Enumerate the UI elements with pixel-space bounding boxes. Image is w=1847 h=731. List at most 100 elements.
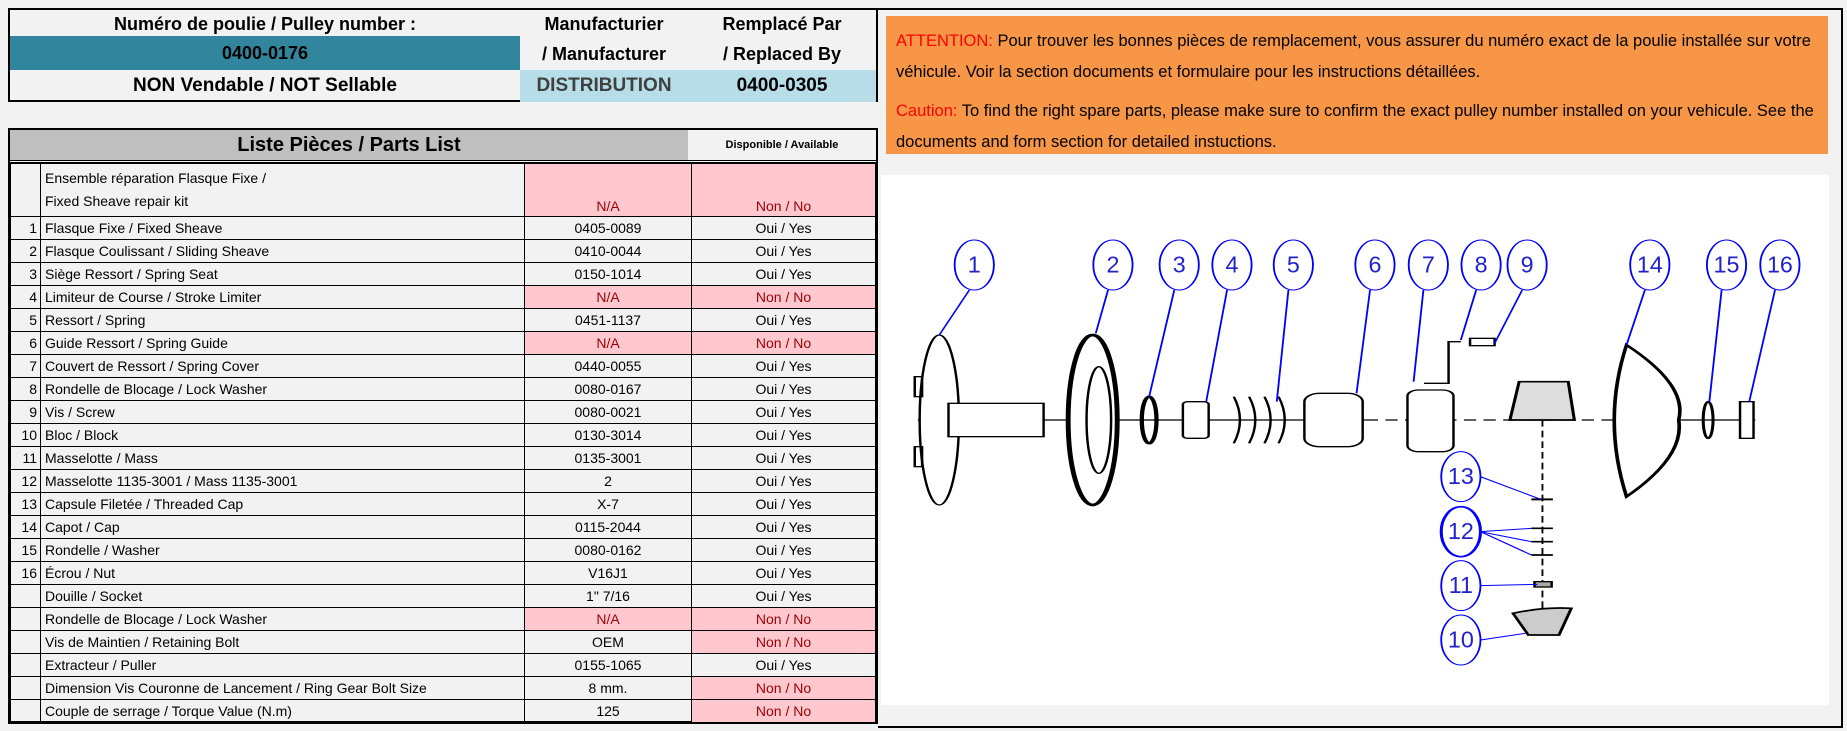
row-part-number: V16J1: [524, 561, 692, 585]
callout-4: 4: [1205, 239, 1253, 402]
table-row: 16 Écrou / Nut V16J1 Oui / Yes: [10, 561, 876, 585]
callout-number: 3: [1173, 252, 1186, 278]
callout-11: 11: [1440, 560, 1538, 612]
replaced-by-label: Remplacé Par: [722, 13, 842, 34]
callout-number: 5: [1287, 252, 1300, 278]
callout-number: 16: [1767, 252, 1793, 278]
row-number: [10, 584, 41, 608]
row-description: Rondelle de Blocage / Lock Washer: [40, 377, 525, 401]
available-header: Disponible / Available: [725, 139, 839, 151]
row-availability: Oui / Yes: [691, 561, 876, 585]
spring-seat: [1139, 395, 1159, 445]
row-description: Douille / Socket: [40, 584, 525, 608]
row-number: [10, 163, 41, 217]
caution-text: To find the right spare parts, please ma…: [896, 102, 1814, 151]
callout-circle: [1439, 505, 1483, 558]
row-description: Masselotte / Mass: [40, 446, 525, 470]
row-number: 15: [10, 538, 41, 562]
row-description: Rondelle / Washer: [40, 538, 525, 562]
nut: [1738, 401, 1755, 439]
row-number: 14: [10, 515, 41, 539]
row-description: Vis de Maintien / Retaining Bolt: [40, 630, 525, 654]
row-part-number: 0080-0167: [524, 377, 692, 401]
row-description: Flasque Coulissant / Sliding Sheave: [40, 239, 525, 263]
table-row: Douille / Socket 1" 7/16 Oui / Yes: [10, 584, 876, 608]
pulley-number: 0400-0176: [10, 36, 520, 70]
caution-label: Caution:: [896, 102, 958, 120]
row-description: Ensemble réparation Flasque Fixe / Fixed…: [40, 163, 525, 217]
spring: [1232, 396, 1286, 444]
table-row: 4 Limiteur de Course / Stroke Limiter N/A N…: [10, 285, 876, 309]
kit-line-1: Ensemble réparation Flasque Fixe /: [45, 170, 266, 186]
callout-number: 10: [1448, 627, 1474, 653]
leader-line: [1459, 289, 1478, 341]
leader-line: [1480, 531, 1532, 543]
row-availability: Non / No: [691, 699, 876, 723]
row-part-number: X-7: [524, 492, 692, 516]
row-part-number: N/A: [524, 163, 692, 217]
row-availability: Non / No: [691, 331, 876, 355]
leader-line: [1355, 289, 1371, 394]
callout-number: 7: [1422, 252, 1435, 278]
callout-number: 2: [1106, 252, 1119, 278]
row-description: Rondelle de Blocage / Lock Washer: [40, 607, 525, 631]
row-number: 5: [10, 308, 41, 332]
row-description: Masselotte 1135-3001 / Mass 1135-3001: [40, 469, 525, 493]
table-row: Rondelle de Blocage / Lock Washer N/A Non …: [10, 607, 876, 631]
row-number: 9: [10, 400, 41, 424]
row-description: Capot / Cap: [40, 515, 525, 539]
callout-circle: [1440, 614, 1482, 666]
row-number: 6: [10, 331, 41, 355]
row-number: 2: [10, 239, 41, 263]
callout-number: 11: [1449, 572, 1473, 598]
row-part-number: 0155-1065: [524, 653, 692, 677]
sliding-sheave: [1065, 333, 1120, 507]
callout-number: 1: [968, 252, 981, 278]
row-availability: Oui / Yes: [691, 354, 876, 378]
callout-circle: [1211, 239, 1253, 291]
table-row: 2 Flasque Coulissant / Sliding Sheave 0410…: [10, 239, 876, 263]
row-availability: Oui / Yes: [691, 239, 876, 263]
row-description: Vis / Screw: [40, 400, 525, 424]
table-row: 10 Bloc / Block 0130-3014 Oui / Yes: [10, 423, 876, 447]
pulley-number-label: Numéro de poulie / Pulley number :: [113, 13, 417, 34]
callout-circle: [1440, 560, 1482, 612]
attention-label: ATTENTION:: [896, 32, 993, 50]
row-availability: Oui / Yes: [691, 216, 876, 240]
row-availability: Oui / Yes: [691, 308, 876, 332]
callout-circle: [1354, 239, 1396, 291]
row-description: Capsule Filetée / Threaded Cap: [40, 492, 525, 516]
table-row: 13 Capsule Filetée / Threaded Cap X-7 Oui /…: [10, 492, 876, 516]
leader-line: [1412, 289, 1425, 382]
row-part-number: N/A: [524, 331, 692, 355]
parts-table: Ensemble réparation Flasque Fixe / Fixed…: [10, 163, 876, 723]
block: [1508, 380, 1577, 421]
callout-3: 3: [1148, 239, 1200, 397]
stroke-limiter: [1181, 401, 1210, 439]
manufacturer-value: DISTRIBUTION: [520, 70, 688, 102]
screw: [1468, 337, 1496, 347]
table-row: Couple de serrage / Torque Value (N.m) 12…: [10, 699, 876, 723]
row-description: Guide Ressort / Spring Guide: [40, 331, 525, 355]
caution-paragraph: Caution: To find the right spare parts, …: [896, 96, 1818, 158]
row-part-number: 0440-0055: [524, 354, 692, 378]
table-row: 7 Couvert de Ressort / Spring Cover 0440-0…: [10, 354, 876, 378]
row-availability: Oui / Yes: [691, 423, 876, 447]
parts-list: Liste Pièces / Parts List Disponible / A…: [8, 128, 878, 724]
attention-text: Pour trouver les bonnes pièces de rempla…: [896, 32, 1811, 81]
spring-guide: [1303, 392, 1364, 448]
row-description: Dimension Vis Couronne de Lancement / Ri…: [40, 676, 525, 700]
washer: [1701, 400, 1715, 440]
row-description: Couple de serrage / Torque Value (N.m): [40, 699, 525, 723]
leader-line: [938, 289, 971, 336]
callout-number: 15: [1714, 252, 1740, 278]
callout-circle: [1506, 239, 1548, 291]
leader-line: [1748, 289, 1776, 402]
table-row: 11 Masselotte / Mass 0135-3001 Oui / Yes: [10, 446, 876, 470]
row-description: Couvert de Ressort / Spring Cover: [40, 354, 525, 378]
row-number: [10, 630, 41, 654]
leader-line: [1205, 289, 1228, 402]
callout-1: 1: [938, 239, 995, 336]
table-row: Dimension Vis Couronne de Lancement / Ri…: [10, 676, 876, 700]
leader-line: [1625, 289, 1646, 346]
